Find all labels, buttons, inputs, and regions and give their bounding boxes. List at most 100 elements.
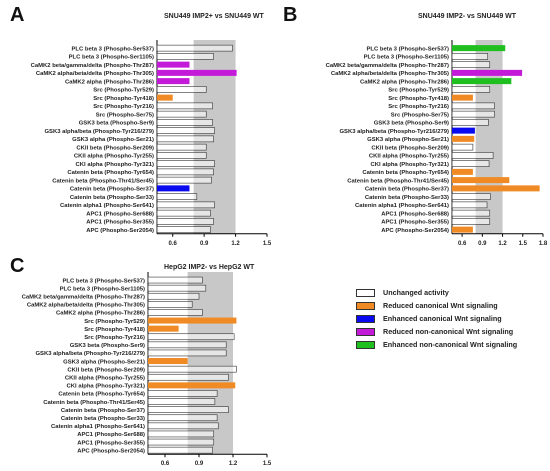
- bar: [157, 69, 237, 76]
- legend-swatch: [356, 288, 375, 297]
- bar: [156, 160, 215, 167]
- x-tick-label: 0.9: [200, 241, 209, 247]
- bar: [452, 78, 512, 85]
- category-label: Src (Phospho-Tyr216): [93, 104, 154, 110]
- bar: [147, 365, 237, 373]
- bar: [156, 44, 233, 52]
- category-label: CaMK2 alpha/beta/delta (Phospho-Thr305): [331, 71, 449, 77]
- category-label: APC1 (Phospho-Ser355): [77, 440, 145, 446]
- bar: [157, 185, 190, 192]
- bar: [156, 53, 214, 60]
- bar: [451, 152, 494, 159]
- bar: [156, 201, 215, 209]
- bar: [156, 209, 211, 217]
- bar: [452, 226, 473, 233]
- category-label: CaMK2 alpha/beta/delta (Phospho-Thr305): [27, 303, 145, 309]
- bar: [147, 390, 218, 397]
- legend-swatch: [356, 340, 375, 349]
- category-label: GSK3 alpha (Phospho-Ser21): [367, 137, 449, 143]
- bar: [147, 341, 227, 349]
- bar: [451, 201, 488, 209]
- bar: [147, 398, 216, 405]
- category-label: APC (Phospho-Ser2054): [77, 448, 145, 454]
- legend-swatch: [356, 327, 375, 336]
- category-label: CaMK2 alpha (Phospho-Thr286): [56, 311, 145, 317]
- category-label: CKII beta (Phospho-Ser209): [371, 145, 449, 151]
- bar: [147, 301, 193, 308]
- category-label: PLC beta 3 (Phospho-Ser537): [72, 46, 155, 52]
- bar: [147, 414, 218, 422]
- chart-panel-c: 0.6 0.9 1.2 1.5 PLC beta 3 (Phospho-Ser537) P…: [22, 272, 272, 467]
- x-tick-label: 0.6: [169, 241, 178, 247]
- category-label: Src (Phospho-Tyr418): [93, 96, 154, 102]
- category-label: Catenin beta (Phospho-Ser37): [70, 187, 154, 193]
- bar: [156, 193, 198, 200]
- category-label: Catenin beta (Phospho-Tyr654): [58, 392, 145, 398]
- legend-item-reduced-noncanonical: Reduced non-canonical Wnt signaling: [356, 325, 546, 338]
- category-label: Catenin beta (Phospho-Ser37): [365, 187, 449, 193]
- bar: [157, 61, 190, 68]
- category-label: GSK3 beta (Phospho-Ser9): [79, 121, 154, 127]
- bar: [157, 94, 173, 101]
- bar: [147, 292, 200, 300]
- category-label: CKI alpha (Phospho-Tyr321): [76, 162, 154, 168]
- bar: [156, 102, 213, 110]
- bar: [147, 309, 203, 316]
- bar: [156, 127, 215, 134]
- category-label: Catenin beta (Phospho-Tyr654): [67, 170, 154, 176]
- panel-title-c: HepG2 IMP2- vs HepG2 WT: [164, 264, 255, 271]
- bar: [452, 45, 506, 52]
- category-label: Catenin beta (Phospho-Ser33): [70, 195, 154, 201]
- category-label: Src (Phospho-Tyr418): [388, 96, 449, 102]
- bar: [148, 317, 237, 324]
- bar: [147, 446, 213, 454]
- category-label: CKI alpha (Phospho-Tyr321): [67, 384, 145, 390]
- category-label: Catenin beta (Phospho-Thr41/Ser45): [43, 400, 145, 406]
- category-label: CaMK2 alpha/beta/delta (Phospho-Thr305): [36, 71, 154, 77]
- bar: [148, 325, 179, 332]
- category-label: Catenin alpha1 (Phospho-Ser641): [51, 424, 145, 430]
- category-label: APC1 (Phospho-Ser688): [381, 211, 449, 217]
- category-label: Src (Phospho-Tyr529): [93, 88, 154, 94]
- category-label: GSK3 alpha (Phospho-Ser21): [63, 359, 145, 365]
- bar: [147, 438, 215, 446]
- category-label: Catenin alpha1 (Phospho-Ser641): [355, 203, 449, 209]
- category-label: CKII alpha (Phospho-Tyr255): [74, 154, 154, 160]
- category-label: GSK3 beta (Phospho-Ser9): [374, 121, 449, 127]
- legend: Unchanged activity Reduced canonical Wnt…: [356, 286, 546, 351]
- bar: [156, 119, 213, 126]
- legend-label: Enhanced non-canonical Wnt signaling: [383, 340, 518, 349]
- x-tick-label: 0.6: [161, 461, 170, 467]
- category-label: Catenin beta (Phospho-Thr41/Ser45): [347, 178, 449, 184]
- category-label: APC1 (Phospho-Ser688): [77, 432, 145, 438]
- legend-item-enhanced-canonical: Enhanced canonical Wnt signaling: [356, 312, 546, 325]
- legend-item-reduced-canonical: Reduced canonical Wnt signaling: [356, 299, 546, 312]
- bar: [452, 185, 540, 192]
- bar: [451, 218, 491, 225]
- bar: [156, 110, 207, 118]
- category-label: GSK3 alpha/beta (Phospho-Tyr216/279): [35, 351, 145, 357]
- category-label: GSK3 alpha/beta (Phospho-Tyr216/279): [339, 129, 449, 135]
- bar: [451, 110, 495, 118]
- category-label: Catenin beta (Phospho-Ser37): [61, 408, 145, 414]
- bar: [147, 373, 229, 381]
- category-label: PLC beta 3 (Phospho-Ser1105): [60, 286, 145, 292]
- category-label: Src (Phospho-Tyr529): [84, 319, 145, 325]
- legend-item-unchanged: Unchanged activity: [356, 286, 546, 299]
- bar: [147, 349, 227, 357]
- x-tick-label: 1.5: [519, 241, 528, 247]
- bar: [452, 135, 475, 142]
- bar: [148, 358, 188, 365]
- bar: [147, 422, 219, 430]
- bar: [452, 168, 473, 175]
- category-label: Src (Phospho-Tyr216): [84, 335, 145, 341]
- category-label: APC1 (Phospho-Ser355): [86, 220, 154, 226]
- chart-panel-b: 0.6 0.9 1.2 1.5 1.8 PLC beta 3 (Phospho-Ser53…: [326, 40, 548, 247]
- bar: [156, 218, 214, 225]
- legend-label: Reduced canonical Wnt signaling: [383, 301, 498, 310]
- category-label: Src (Phospho-Tyr216): [388, 104, 449, 110]
- bar: [156, 176, 212, 184]
- x-tick-label: 1.2: [498, 241, 507, 247]
- category-label: APC (Phospho-Ser2054): [381, 228, 449, 234]
- category-label: Src (Phospho-Tyr418): [84, 327, 145, 333]
